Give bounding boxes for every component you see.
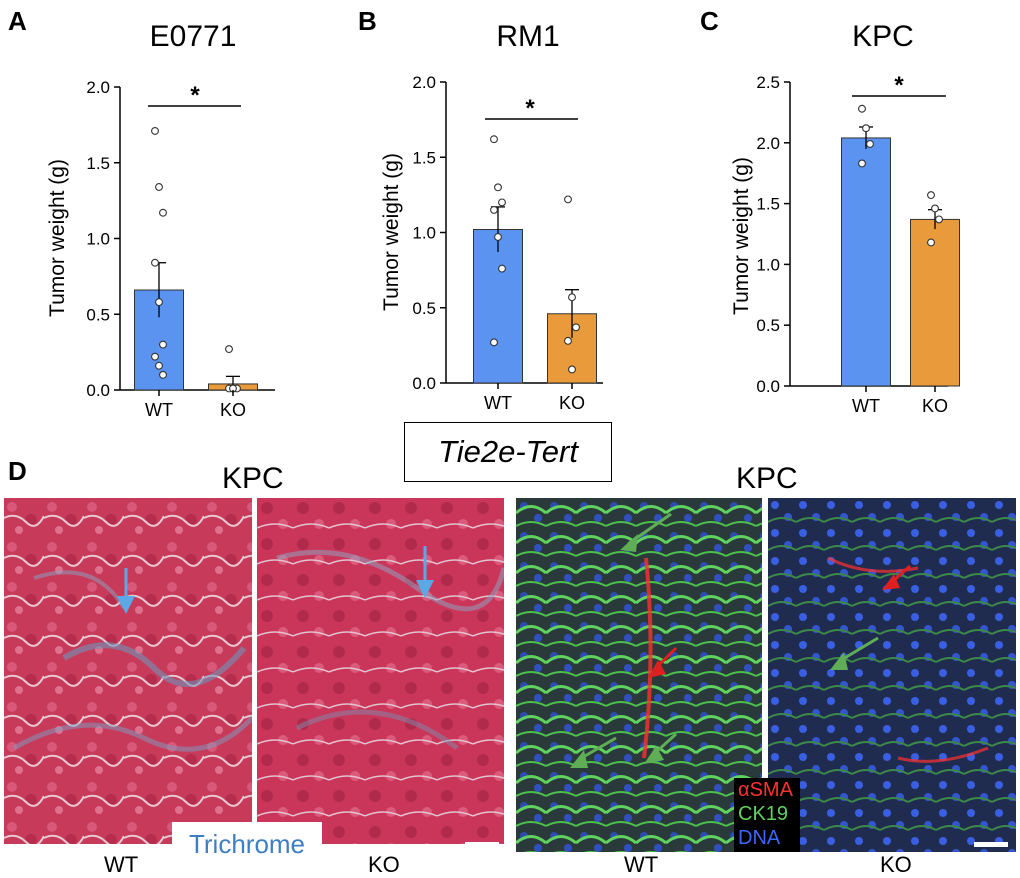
chart-title: E0771: [150, 20, 237, 53]
data-point: [225, 345, 233, 354]
y-tick-label: 1.0: [756, 255, 780, 274]
data-point: [568, 293, 576, 302]
chart-title: RM1: [496, 20, 559, 53]
caption-wt-trichrome: WT: [104, 852, 139, 877]
bar-wt: [473, 228, 523, 384]
blue-arrow-icon: [416, 546, 434, 598]
y-axis-label: Tumor weight (g): [380, 153, 403, 311]
data-point: [155, 361, 163, 370]
blue-arrow-icon: [117, 568, 135, 614]
panel-letter-a: A: [8, 6, 27, 36]
data-point: [151, 352, 159, 361]
x-tick-label: WT: [145, 400, 173, 420]
y-tick-label: 0.0: [412, 374, 436, 393]
x-tick-label: KO: [922, 396, 948, 416]
y-tick-label: 1.0: [86, 230, 110, 249]
legend-ck19: CK19: [738, 803, 789, 825]
y-tick-label: 2.0: [86, 78, 110, 97]
immunofluorescence-title: KPC: [736, 462, 798, 495]
green-arrow-icon: [830, 636, 879, 670]
panel-letter-d: D: [8, 456, 27, 486]
chart-kpc: KPC Tumor weight (g) * 0.0 0.5 1.0 1.5 2.0 2.…: [730, 20, 960, 416]
data-point: [490, 338, 498, 347]
data-point: [155, 298, 163, 307]
y-tick-label: 2.0: [412, 73, 436, 92]
y-tick-label: 0.5: [86, 305, 110, 324]
data-point: [927, 238, 935, 247]
caption-wt-if: WT: [624, 852, 659, 877]
data-point: [490, 135, 498, 144]
bar-wt: [841, 137, 891, 387]
red-arrow-icon: [648, 646, 678, 678]
x-tick-label: KO: [220, 400, 246, 420]
data-point: [498, 264, 506, 273]
bar-ko: [910, 218, 960, 387]
green-arrow-icon: [644, 732, 678, 764]
data-point: [862, 124, 870, 133]
x-tick-label: WT: [484, 393, 512, 413]
x-tick-label: WT: [852, 396, 880, 416]
data-point: [858, 159, 866, 168]
if-wt-image: [516, 498, 762, 852]
significance-star: *: [525, 95, 535, 122]
data-point: [927, 191, 935, 200]
data-point: [498, 198, 506, 207]
y-tick-label: 0.0: [756, 377, 780, 396]
data-point: [490, 205, 498, 214]
data-point: [866, 140, 874, 148]
data-point: [151, 258, 159, 267]
y-tick-label: 0.5: [756, 316, 780, 335]
data-point: [155, 183, 163, 191]
genotype-label: Tie2e-Tert: [404, 422, 612, 482]
y-tick-label: 1.5: [86, 154, 110, 173]
y-tick-label: 1.5: [412, 148, 436, 167]
if-ko-image: [768, 498, 1016, 852]
data-point: [494, 183, 502, 192]
chart-e0771: E0771 Tumor weight (g) * 0.0 0.5 1.0 1.5 2.0…: [46, 20, 275, 420]
data-point: [572, 323, 580, 332]
scale-bar: [465, 842, 499, 847]
trichrome-wt-image: [4, 498, 252, 844]
data-point: [564, 336, 572, 345]
data-point: [151, 126, 159, 135]
y-tick-label: 2.5: [756, 73, 780, 92]
trichrome-ko-image: [257, 498, 504, 844]
data-point: [159, 208, 167, 217]
panel-letter-b: B: [358, 6, 377, 36]
caption-ko-trichrome: KO: [368, 852, 400, 877]
chart-title: KPC: [852, 20, 914, 53]
y-tick-label: 1.5: [756, 195, 780, 214]
data-point: [858, 104, 866, 113]
scale-bar: [974, 842, 1008, 847]
y-axis-label: Tumor weight (g): [46, 159, 69, 317]
data-point: [159, 370, 167, 379]
caption-ko-if: KO: [880, 852, 912, 877]
data-point: [564, 195, 572, 204]
green-arrow-icon: [570, 736, 617, 768]
data-point: [931, 204, 939, 213]
trichrome-title: KPC: [222, 462, 284, 495]
y-tick-label: 0.0: [86, 381, 110, 400]
data-point: [568, 365, 576, 374]
chart-rm1: RM1 Tumor weight (g) * 0.0 0.5 1.0 1.5 2.0 WT…: [380, 20, 603, 413]
y-axis-label: Tumor weight (g): [730, 157, 753, 315]
red-arrow-icon: [882, 564, 911, 590]
y-tick-label: 1.0: [412, 224, 436, 243]
panel-letter-c: C: [700, 6, 719, 36]
x-tick-label: KO: [559, 393, 585, 413]
stain-label: Trichrome: [172, 822, 322, 866]
green-arrow-icon: [620, 512, 672, 552]
data-point: [935, 215, 943, 224]
y-tick-label: 2.0: [756, 134, 780, 153]
legend-asma: αSMA: [738, 779, 793, 801]
legend-dna: DNA: [738, 827, 781, 849]
significance-star: *: [894, 72, 904, 99]
significance-star: *: [190, 82, 200, 109]
fluorescence-legend: αSMA CK19 DNA: [734, 778, 800, 852]
data-point: [159, 340, 167, 349]
data-point: [494, 233, 502, 241]
y-tick-label: 0.5: [412, 299, 436, 318]
